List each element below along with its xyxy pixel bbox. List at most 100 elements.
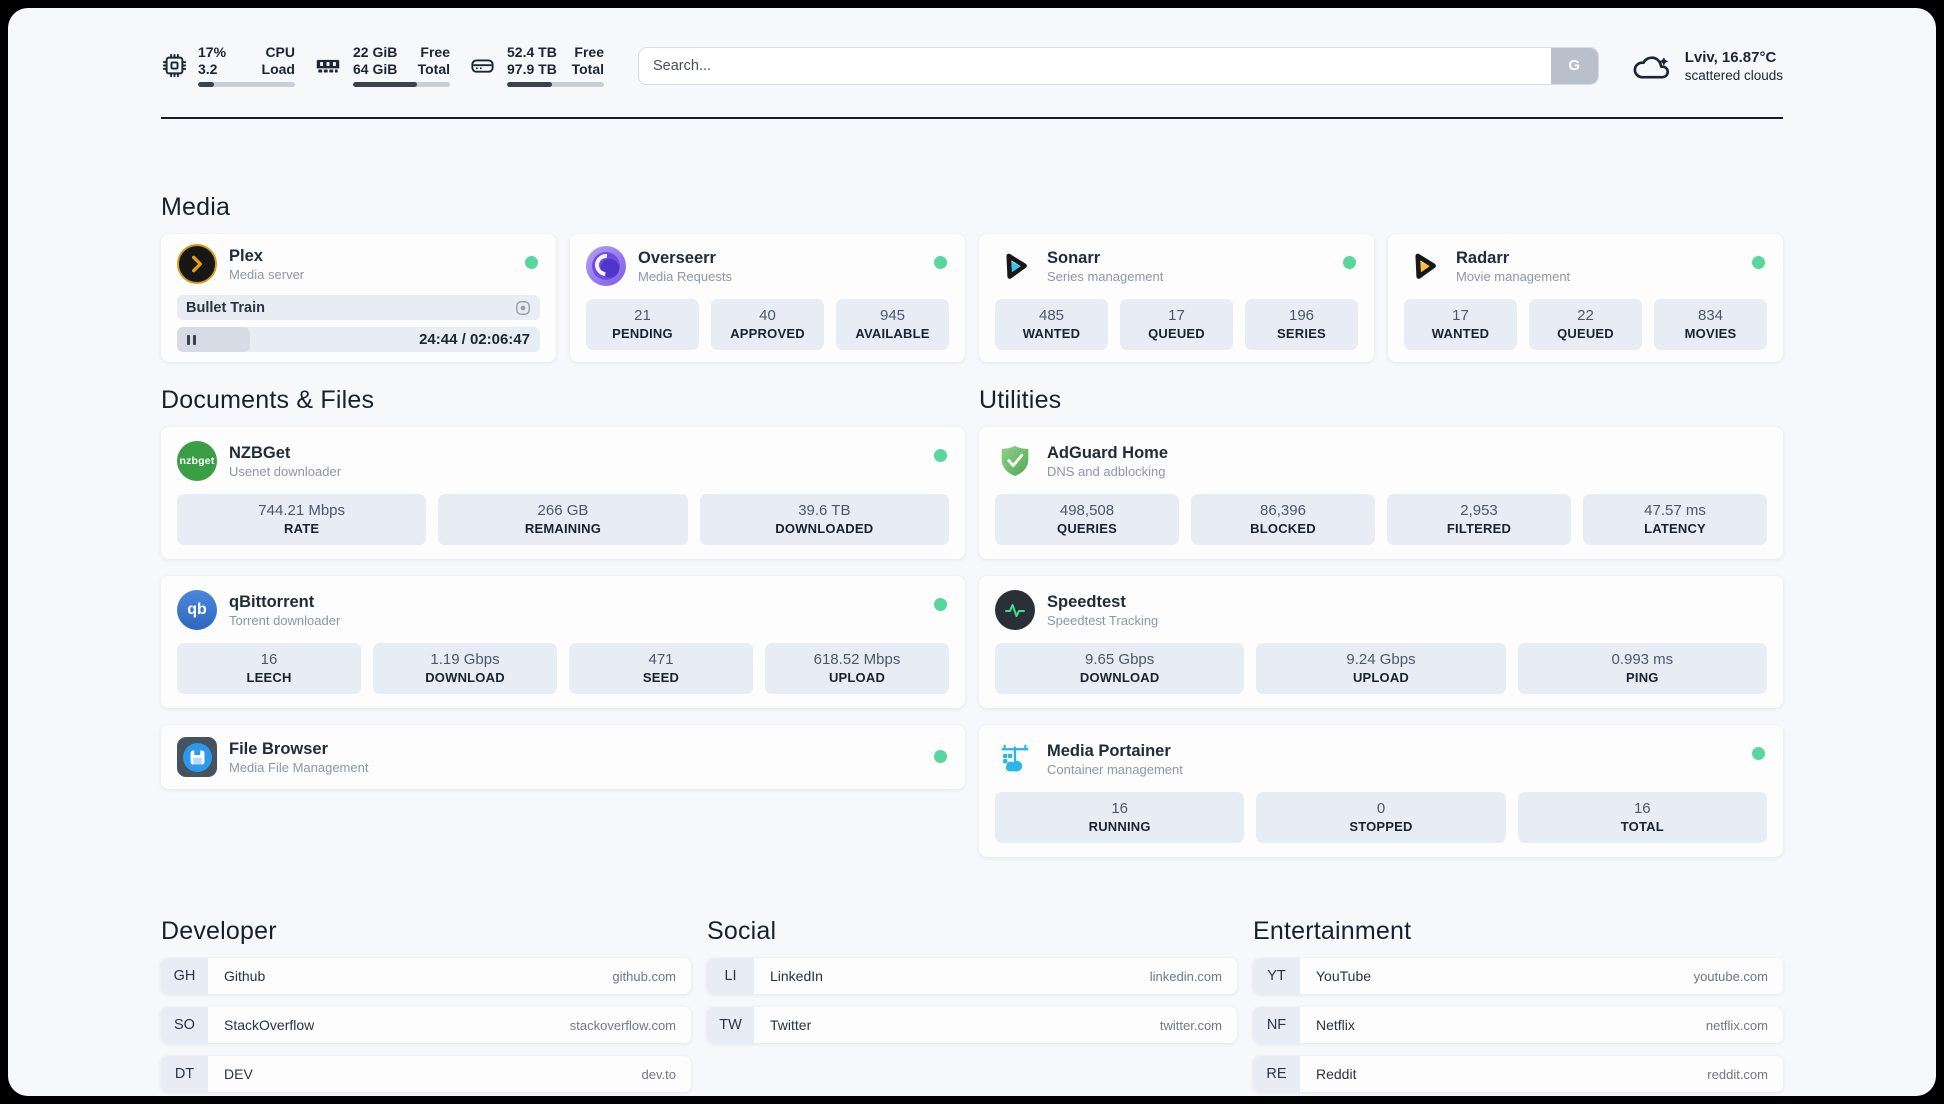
speedtest-subtitle: Speedtest Tracking (1047, 612, 1159, 628)
link-reddit[interactable]: RE Reddit reddit.com (1253, 1056, 1783, 1092)
link-linkedin[interactable]: LI LinkedIn linkedin.com (707, 958, 1237, 994)
link-github[interactable]: GH Github github.com (161, 958, 691, 994)
disk-metric: 52.4 TB 97.9 TB Free Total (468, 44, 604, 87)
stat-pill: 16 RUNNING (995, 792, 1245, 843)
qbittorrent-icon: qb (177, 590, 217, 630)
weather-location-temp: Lviv, 16.87°C (1684, 48, 1777, 66)
app-card-nzbget[interactable]: nzbget NZBGet Usenet downloader 744.21 M… (161, 427, 965, 559)
plex-title: Plex (229, 246, 263, 265)
app-card-filebrowser[interactable]: File Browser Media File Management (161, 725, 965, 789)
stat-label: BLOCKED (1250, 521, 1316, 536)
disk-total: 97.9 TB (507, 61, 557, 77)
weather-condition: scattered clouds (1684, 67, 1783, 83)
sonarr-subtitle: Series management (1047, 268, 1164, 284)
adguard-title: AdGuard Home (1047, 443, 1169, 462)
stat-pill: 0 STOPPED (1256, 792, 1506, 843)
stat-label: AVAILABLE (855, 326, 930, 341)
stat-value: 744.21 Mbps (258, 502, 346, 519)
stat-label: FILTERED (1446, 521, 1512, 536)
adguard-icon (995, 441, 1035, 481)
stat-label: LATENCY (1644, 521, 1706, 536)
link-name: Github (224, 968, 266, 984)
stat-label: QUERIES (1057, 521, 1117, 536)
stat-pill: 618.52 Mbps UPLOAD (765, 643, 949, 694)
social-section-title: Social (707, 917, 777, 945)
disk-progress-track (507, 82, 604, 87)
stat-value: 618.52 Mbps (813, 651, 901, 668)
link-name: StackOverflow (224, 1017, 315, 1033)
stat-value: 266 GB (537, 502, 589, 519)
sonarr-status-dot (1343, 256, 1356, 269)
stat-pill: 945 AVAILABLE (836, 299, 949, 350)
stat-value: 40 (759, 307, 776, 324)
stat-pill: 17 WANTED (1404, 299, 1517, 350)
link-twitter[interactable]: TW Twitter twitter.com (707, 1007, 1237, 1043)
link-name: Twitter (770, 1017, 812, 1033)
stat-value: 16 (1633, 800, 1651, 817)
stat-value: 471 (648, 651, 674, 668)
app-card-plex[interactable]: Plex Media server Bullet Train 24:44 / 0… (161, 234, 556, 362)
plex-now-playing: Bullet Train (177, 295, 540, 320)
youtube-badge: YT (1253, 958, 1300, 994)
memory-free: 22 GiB (353, 44, 398, 60)
stat-pill: 744.21 Mbps RATE (177, 494, 427, 545)
radarr-icon (1404, 246, 1444, 286)
stat-label: SERIES (1277, 326, 1326, 341)
app-card-speedtest[interactable]: Speedtest Speedtest Tracking 9.65 Gbps D… (979, 576, 1783, 708)
portainer-status-dot (1752, 747, 1765, 760)
stat-value: 0 (1376, 800, 1386, 817)
pause-icon[interactable] (187, 334, 196, 345)
plex-media-title: Bullet Train (186, 299, 265, 316)
app-card-adguard[interactable]: AdGuard Home DNS and adblocking 498,508 … (979, 427, 1783, 559)
search-input[interactable] (638, 46, 1599, 85)
memory-total: 64 GiB (353, 61, 398, 77)
speedtest-title: Speedtest (1047, 592, 1126, 611)
stat-pill: 498,508 QUERIES (995, 494, 1179, 545)
stat-pill: 21 PENDING (586, 299, 699, 350)
app-card-qbittorrent[interactable]: qb qBittorrent Torrent downloader 16 LEE… (161, 576, 965, 708)
app-card-radarr[interactable]: Radarr Movie management 17 WANTED 22 QUE… (1388, 234, 1783, 362)
stat-pill: 39.6 TB DOWNLOADED (699, 494, 949, 545)
cpu-label-2: Load (261, 61, 295, 77)
system-metrics: 17% 3.2 CPU Load (161, 44, 604, 87)
link-url: twitter.com (1159, 1017, 1222, 1033)
stat-pill: 40 APPROVED (711, 299, 824, 350)
link-url: stackoverflow.com (569, 1017, 676, 1033)
section-entertainment: Entertainment YT YouTube youtube.com NF … (1253, 917, 1783, 1092)
stat-label: QUEUED (1148, 326, 1205, 341)
qbittorrent-title: qBittorrent (229, 592, 315, 611)
link-url: linkedin.com (1149, 968, 1222, 984)
link-url: youtube.com (1693, 968, 1768, 984)
filebrowser-title: File Browser (229, 739, 329, 758)
stat-label: RATE (284, 521, 320, 536)
speedtest-icon (995, 590, 1035, 630)
plex-progress-bar[interactable]: 24:44 / 02:06:47 (177, 327, 540, 352)
overseerr-icon (586, 246, 626, 286)
portainer-icon (995, 739, 1035, 779)
link-dev[interactable]: DT DEV dev.to (161, 1056, 691, 1092)
stat-pill: 1.19 Gbps DOWNLOAD (373, 643, 557, 694)
stat-value: 86,396 (1260, 502, 1306, 519)
link-url: netflix.com (1705, 1017, 1768, 1033)
stat-pill: 196 SERIES (1245, 299, 1358, 350)
plex-subtitle: Media server (229, 266, 305, 282)
link-name: Netflix (1316, 1017, 1355, 1033)
memory-icon (316, 59, 340, 73)
nzbget-status-dot (934, 449, 947, 462)
link-stackoverflow[interactable]: SO StackOverflow stackoverflow.com (161, 1007, 691, 1043)
disk-label-1: Free (574, 44, 604, 60)
stat-label: DOWNLOADED (775, 521, 874, 536)
cpu-progress-track (198, 82, 295, 87)
reddit-badge: RE (1253, 1056, 1300, 1092)
link-youtube[interactable]: YT YouTube youtube.com (1253, 958, 1783, 994)
section-media: Media Plex Media server Bullet Train (161, 193, 1783, 362)
search-engine-button[interactable]: G (1550, 47, 1598, 84)
app-card-overseerr[interactable]: Overseerr Media Requests 21 PENDING 40 A… (570, 234, 965, 362)
stat-value: 945 (879, 307, 906, 324)
app-card-portainer[interactable]: Media Portainer Container management 16 … (979, 725, 1783, 857)
link-netflix[interactable]: NF Netflix netflix.com (1253, 1007, 1783, 1043)
stat-pill: 17 QUEUED (1120, 299, 1233, 350)
memory-metric: 22 GiB 64 GiB Free Total (313, 44, 450, 87)
app-card-sonarr[interactable]: Sonarr Series management 485 WANTED 17 Q… (979, 234, 1374, 362)
stat-value: 9.65 Gbps (1085, 651, 1155, 668)
